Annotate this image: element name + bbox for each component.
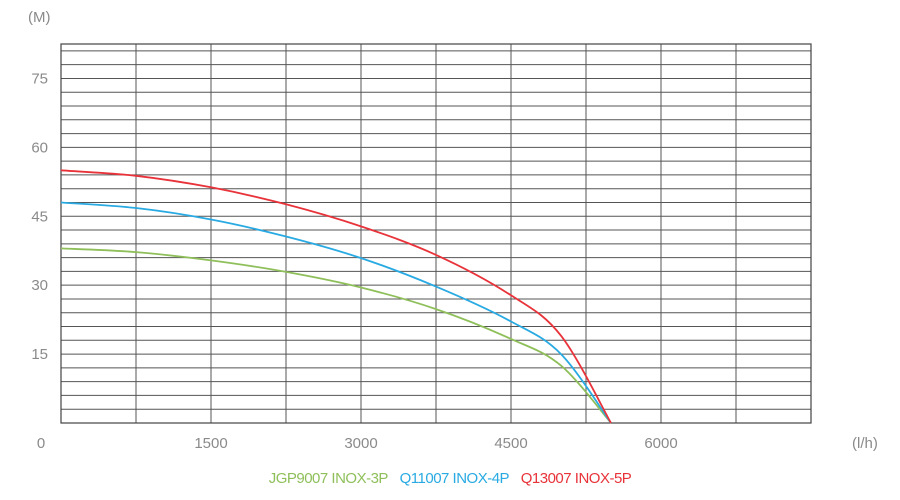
chart-grid bbox=[60, 43, 812, 424]
x-tick-label: 6000 bbox=[644, 435, 677, 452]
series-line-1 bbox=[60, 201, 612, 424]
x-tick-label: 4500 bbox=[494, 435, 527, 452]
pump-curve-chart: 15 30 45 60 75 0 1500 3000 4500 6000 (M) (l/h) bbox=[28, 9, 878, 452]
y-tick-label: 15 bbox=[31, 346, 48, 363]
y-tick-label: 60 bbox=[31, 139, 48, 156]
x-axis-unit: (l/h) bbox=[852, 435, 878, 452]
y-tick-label: 75 bbox=[31, 70, 48, 87]
chart-curves bbox=[60, 169, 612, 424]
legend-entry-5p: Q13007 INOX-5P bbox=[520, 470, 632, 487]
x-tick-label: 1500 bbox=[194, 435, 227, 452]
legend-entry-3p: JGP9007 INOX-3P bbox=[268, 470, 389, 487]
series-line-2 bbox=[60, 169, 612, 424]
chart-legend: JGP9007 INOX-3P Q11007 INOX-4P Q13007 IN… bbox=[0, 470, 900, 487]
plot-frame bbox=[60, 43, 812, 424]
chart-tick-labels: 15 30 45 60 75 0 1500 3000 4500 6000 bbox=[31, 70, 677, 452]
x-tick-label: 0 bbox=[37, 435, 45, 452]
legend-entry-4p: Q11007 INOX-4P bbox=[399, 470, 510, 487]
y-tick-label: 45 bbox=[31, 208, 48, 225]
y-tick-label: 30 bbox=[31, 277, 48, 294]
x-tick-label: 3000 bbox=[344, 435, 377, 452]
y-axis-unit: (M) bbox=[28, 9, 51, 26]
series-line-0 bbox=[60, 247, 612, 424]
